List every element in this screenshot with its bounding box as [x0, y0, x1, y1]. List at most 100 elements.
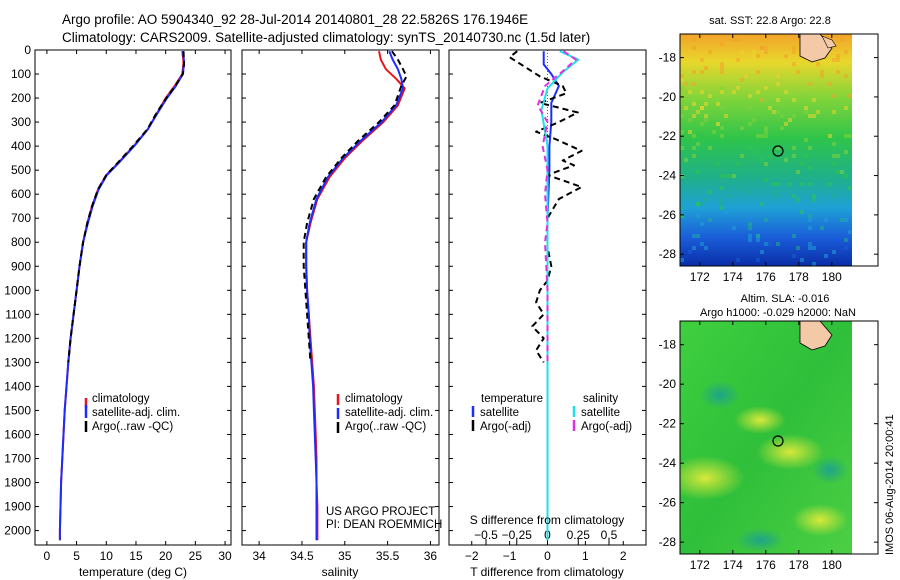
sst-pixel — [692, 114, 696, 118]
y-tick-label: 2000 — [4, 524, 31, 538]
sst-pixel — [700, 58, 704, 62]
sst-pixel — [800, 210, 804, 214]
y-tick-label: 1300 — [4, 355, 31, 369]
sst-pixel — [712, 130, 716, 134]
x-tick-label: 2 — [620, 549, 627, 563]
sst-frame — [679, 33, 879, 267]
sst-map-title: sat. SST: 22.8 Argo: 22.8 — [709, 15, 831, 27]
sst-pixel — [764, 242, 768, 246]
sst-pixel — [812, 246, 816, 250]
sst-pixel — [748, 94, 752, 98]
map-y-tick-label: -18 — [659, 51, 677, 65]
sst-pixel — [820, 70, 824, 74]
sst-pixel — [700, 90, 704, 94]
sst-pixel — [848, 134, 852, 138]
map-x-tick-label: 176 — [756, 270, 776, 284]
sst-pixel — [764, 178, 768, 182]
sst-pixel — [688, 118, 692, 122]
sst-pixel — [756, 234, 760, 238]
sst-pixel — [808, 242, 812, 246]
sst-pixel — [772, 182, 776, 186]
sla-title-line-2: Argo h1000: -0.029 h2000: NaN — [700, 307, 856, 319]
diff-legend-t-argo-label: Argo(-adj) — [480, 421, 531, 433]
sst-pixel — [840, 34, 844, 38]
map-y-tick-label: -28 — [659, 247, 677, 261]
sst-pixel — [836, 70, 840, 74]
sst-pixel — [848, 142, 852, 146]
sst-pixel — [756, 258, 760, 262]
sst-pixel — [684, 82, 688, 86]
sst-pixel — [720, 134, 724, 138]
temperature-xlabel: temperature (deg C) — [79, 565, 187, 579]
sst-pixel — [812, 98, 816, 102]
salinity-panel: 34 34.5 35 35.5 36 climatology satellite-adj… — [241, 49, 442, 579]
y-tick-label: 700 — [11, 211, 31, 225]
y-tick-label: 1500 — [4, 403, 31, 417]
x-tick-label: 35 — [338, 549, 352, 563]
temperature-axes-frame — [34, 49, 232, 546]
map-y-tick-label: -22 — [659, 417, 677, 431]
sst-pixel — [844, 106, 848, 110]
map-x-tick-label: 178 — [789, 558, 809, 572]
sst-pixel — [776, 110, 780, 114]
sst-pixel — [704, 102, 708, 106]
sst-pixel — [768, 106, 772, 110]
sst-pixel — [696, 214, 700, 218]
sst-pixel — [804, 94, 808, 98]
map-y-tick-label: -22 — [659, 129, 677, 143]
sst-pixel — [844, 174, 848, 178]
sst-pixel — [720, 186, 724, 190]
temperature-lines — [58, 51, 186, 541]
map-x-tick-label: 174 — [723, 558, 743, 572]
sst-pixel — [760, 46, 764, 50]
sst-pixel — [692, 246, 696, 250]
sla-frame — [679, 320, 879, 555]
sla-high-blob-1 — [680, 456, 745, 500]
map-x-tick-label: 180 — [822, 558, 842, 572]
sst-pixel — [720, 70, 724, 74]
sst-pixel — [728, 194, 732, 198]
sst-pixel — [748, 106, 752, 110]
sst-pixel — [816, 110, 820, 114]
sla-high-blob-3 — [792, 504, 848, 536]
sst-pixel — [720, 62, 724, 66]
series-line-climatology — [58, 51, 185, 541]
legend-satellite-label: satellite-adj. clim. — [92, 407, 180, 419]
sst-pixel — [708, 50, 712, 54]
y-tick-label: 1100 — [5, 307, 31, 321]
sst-pixel — [832, 58, 836, 62]
y-tick-label: 300 — [11, 115, 31, 129]
sst-pixel — [848, 34, 852, 38]
sst-pixel — [844, 134, 848, 138]
sst-pixel — [736, 162, 740, 166]
sst-pixel — [840, 170, 844, 174]
sst-pixel — [700, 106, 704, 110]
sst-pixel — [680, 214, 684, 218]
sst-pixel — [792, 46, 796, 50]
sst-pixel — [800, 162, 804, 166]
sst-pixel — [744, 74, 748, 78]
sst-pixel — [832, 110, 836, 114]
sst-pixel — [720, 202, 724, 206]
sst-pixel — [832, 94, 836, 98]
sst-pixel — [692, 134, 696, 138]
temperature-legend: climatology satellite-adj. clim. Argo(..… — [84, 393, 180, 433]
sst-pixel — [736, 58, 740, 62]
series-line-climatology — [305, 50, 406, 541]
sal-legend-climatology-label: climatology — [345, 393, 403, 405]
y-tick-label: 600 — [11, 187, 31, 201]
sst-pixel — [732, 90, 736, 94]
sst-pixel — [784, 122, 788, 126]
sst-pixel — [760, 98, 764, 102]
map-y-tick-label: -28 — [659, 535, 677, 549]
series-line-satellite-adj-clim- — [305, 50, 404, 541]
sst-pixel — [828, 182, 832, 186]
sst-pixel — [844, 150, 848, 154]
sst-pixel — [680, 258, 684, 262]
sst-pixel — [720, 126, 724, 130]
sst-pixel — [756, 238, 760, 242]
sst-pixel — [716, 162, 720, 166]
sst-pixel — [680, 114, 684, 118]
vanua-levu-island — [821, 35, 837, 49]
